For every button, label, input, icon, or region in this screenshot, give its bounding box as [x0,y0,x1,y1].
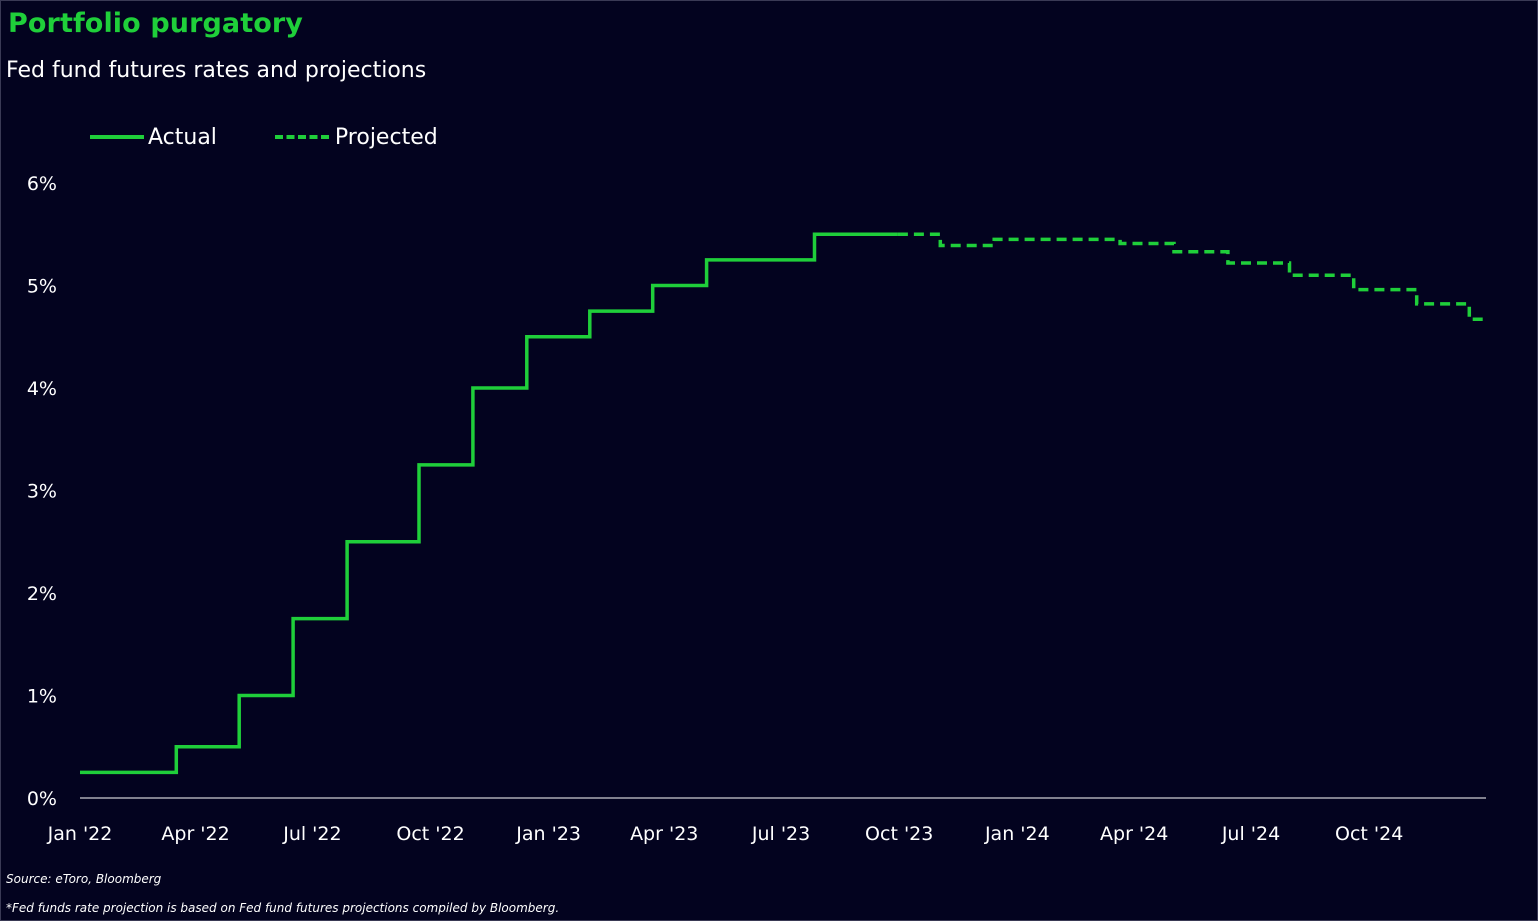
legend-swatch-projected [274,135,329,139]
x-tick-label: Jan '24 [984,823,1050,845]
x-tick-label: Jul '23 [751,823,810,845]
legend-label-projected: Projected [334,124,438,150]
legend-label-actual: Actual [148,124,217,150]
y-tick-label: 3% [27,481,57,503]
y-tick-label: 1% [27,686,57,708]
x-tick-label: Jul '24 [1221,823,1280,845]
x-tick-label: Apr '23 [630,823,698,845]
source-note: Source: eToro, Bloomberg [6,872,162,886]
x-tick-label: Oct '22 [396,823,464,845]
x-tick-label: Jul '22 [282,823,341,845]
x-tick-label: Apr '22 [161,823,229,845]
legend-item-projected: Projected [274,124,438,150]
x-tick-label: Jan '23 [515,823,581,845]
legend-swatch-actual [90,135,144,139]
chart-legend: Actual Projected [90,122,496,152]
y-tick-label: 6% [27,173,57,195]
y-tick-label: 2% [27,583,57,605]
chart-title: Portfolio purgatory [8,8,303,39]
series-line-projected [897,232,1486,322]
y-tick-label: 5% [27,276,57,298]
chart-subtitle: Fed fund futures rates and projections [6,58,427,83]
series-line-actual [80,232,898,775]
footnote: *Fed funds rate projection is based on F… [6,901,560,915]
series-layer [80,232,1486,775]
y-axis: 0% 1% 2% 3% 4% 5% 6% [27,173,57,810]
x-tick-label: Oct '24 [1335,823,1403,845]
y-tick-label: 4% [27,378,57,400]
x-tick-label: Oct '23 [865,823,933,845]
legend-item-actual: Actual [90,125,217,150]
y-tick-label: 0% [27,788,57,810]
x-axis: Jan '22 Apr '22 Jul '22 Oct '22 Jan '23 Apr '… [47,797,1486,845]
x-tick-label: Apr '24 [1100,823,1168,845]
x-tick-label: Jan '22 [47,823,113,845]
